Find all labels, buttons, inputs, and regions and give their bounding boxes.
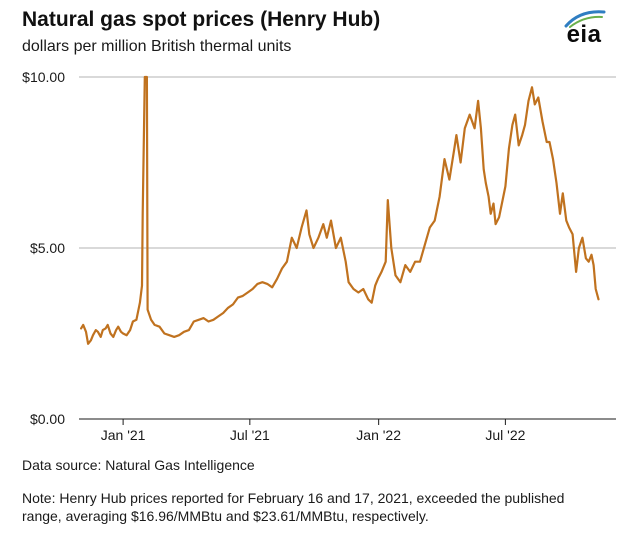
price-line-chart: $0.00 $5.00 $10.00 Jan '21 Jul '21 Jan '22 Ju… bbox=[22, 69, 616, 443]
y-tick-label: $10.00 bbox=[22, 69, 65, 85]
x-axis: Jan '21 Jul '21 Jan '22 Jul '22 bbox=[79, 418, 616, 443]
series-line bbox=[79, 75, 600, 345]
chart-subtitle: dollars per million British thermal unit… bbox=[22, 38, 292, 55]
chart-title: Natural gas spot prices (Henry Hub) bbox=[22, 8, 381, 31]
eia-logo-text: eia bbox=[566, 21, 602, 48]
x-tick-label: Jan '22 bbox=[356, 427, 401, 443]
data-source: Data source: Natural Gas Intelligence bbox=[22, 457, 255, 473]
x-tick-label: Jan '21 bbox=[101, 427, 146, 443]
series-group bbox=[79, 75, 600, 345]
gridlines bbox=[79, 76, 616, 249]
chart-note: Note: Henry Hub prices reported for Febr… bbox=[22, 490, 565, 524]
x-tick-label: Jul '22 bbox=[485, 427, 525, 443]
y-axis-tick-labels: $0.00 $5.00 $10.00 bbox=[22, 69, 65, 427]
eia-logo-swoosh-icon bbox=[564, 10, 606, 28]
x-tick-label: Jul '21 bbox=[230, 427, 270, 443]
y-tick-label: $5.00 bbox=[30, 240, 65, 256]
y-tick-label: $0.00 bbox=[30, 411, 65, 427]
eia-logo: eia bbox=[558, 8, 610, 48]
